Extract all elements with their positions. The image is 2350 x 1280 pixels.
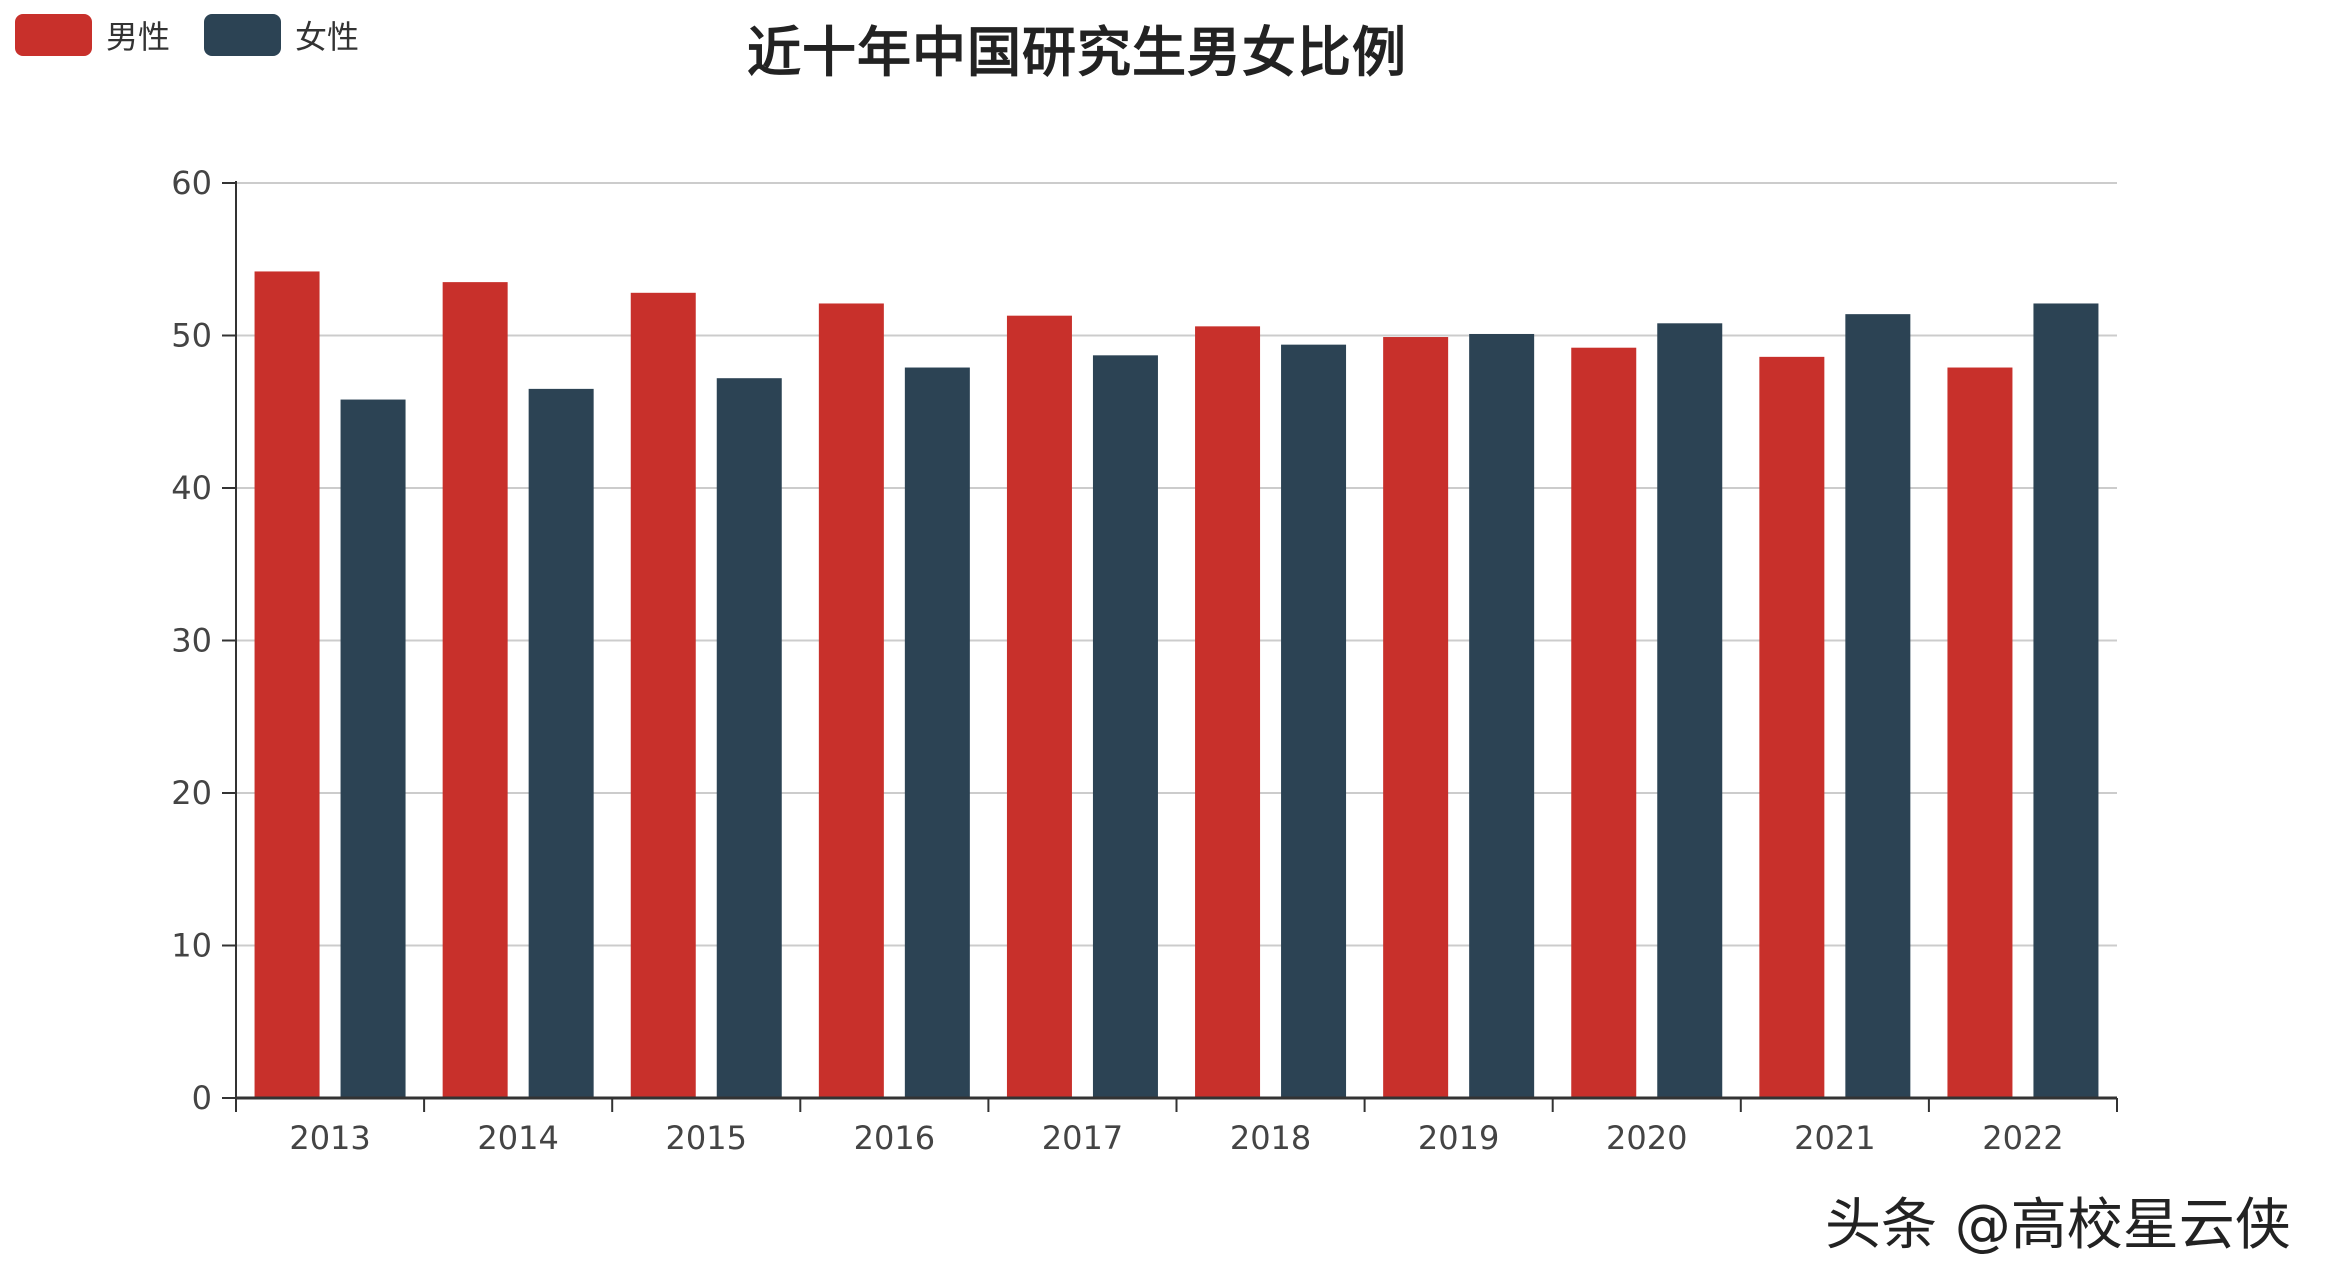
x-tick-label: 2014 [477,1119,558,1157]
bar-female-2021[interactable] [1845,314,1911,1098]
bar-female-2022[interactable] [2033,303,2099,1099]
y-tick-label: 60 [171,164,212,202]
bar-male-2014[interactable] [442,282,508,1098]
legend-swatch-male [15,14,92,56]
bar-female-2017[interactable] [1092,355,1158,1098]
chart-title: 近十年中国研究生男女比例 [0,8,2350,87]
legend-item-female[interactable]: 女性 [204,12,359,58]
legend-label-male: 男性 [106,18,171,56]
legend-item-male[interactable]: 男性 [15,12,170,58]
bar-female-2020[interactable] [1657,323,1723,1098]
legend-swatch-female [204,14,282,56]
chart-title-text: 近十年中国研究生男女比例 [747,21,1407,84]
y-tick-label: 50 [171,317,212,355]
y-tick-label: 20 [171,774,212,812]
bar-male-2022[interactable] [1947,367,2013,1098]
bar-male-2015[interactable] [630,292,696,1098]
bar-male-2013[interactable] [254,271,320,1098]
bar-female-2016[interactable] [904,367,970,1098]
bar-female-2019[interactable] [1469,333,1535,1099]
bar-male-2016[interactable] [818,303,884,1099]
bar-female-2018[interactable] [1281,344,1347,1098]
legend: 男性 女性 [15,12,393,58]
x-tick-label: 2017 [1042,1119,1123,1157]
y-tick-label: 30 [171,622,212,660]
y-tick-label: 0 [192,1079,212,1117]
bar-male-2019[interactable] [1383,337,1449,1098]
y-tick-label: 10 [171,927,212,965]
x-tick-label: 2015 [666,1119,747,1157]
bar-male-2018[interactable] [1195,326,1261,1099]
bar-female-2013[interactable] [340,399,406,1098]
bar-male-2017[interactable] [1006,315,1072,1098]
legend-label-female: 女性 [295,18,360,56]
watermark: 头条 @高校星云侠 [1825,1193,2291,1258]
bar-male-2020[interactable] [1571,347,1637,1098]
bar-female-2014[interactable] [528,388,594,1098]
x-tick-label: 2021 [1794,1119,1875,1157]
x-tick-label: 2022 [1982,1119,2063,1157]
x-tick-label: 2018 [1230,1119,1311,1157]
x-tick-label: 2019 [1418,1119,1499,1157]
x-tick-label: 2020 [1606,1119,1687,1157]
y-tick-label: 40 [171,469,212,507]
bar-male-2021[interactable] [1759,356,1825,1099]
x-tick-label: 2013 [289,1119,370,1157]
x-tick-label: 2016 [854,1119,935,1157]
bar-female-2015[interactable] [716,378,782,1098]
